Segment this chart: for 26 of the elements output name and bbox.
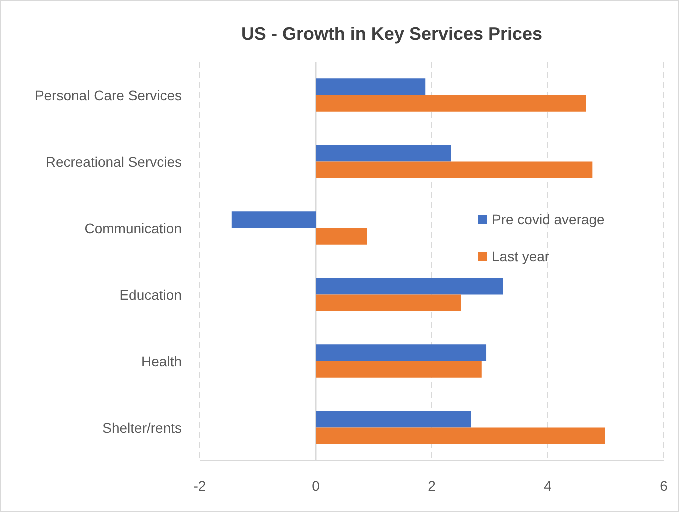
y-tick-label: Communication	[84, 220, 182, 236]
y-tick-label: Shelter/rents	[102, 420, 182, 436]
bar	[316, 162, 593, 178]
x-tick-label: 0	[312, 478, 320, 494]
x-tick-label: 6	[660, 478, 668, 494]
legend-label: Last year	[492, 248, 550, 264]
bar	[316, 294, 461, 312]
y-tick-label: Recreational Servcies	[46, 154, 182, 170]
bar	[232, 212, 316, 228]
bar	[316, 228, 368, 245]
bar	[316, 145, 452, 162]
bar	[316, 428, 606, 444]
bar	[316, 278, 504, 295]
bar	[316, 95, 586, 112]
x-tick-label: 2	[428, 478, 436, 494]
chart-title: US - Growth in Key Services Prices	[241, 24, 543, 44]
y-tick-label: Health	[142, 353, 182, 370]
bar	[316, 361, 482, 378]
bar	[316, 411, 472, 428]
bar	[316, 344, 487, 362]
bar	[316, 78, 426, 96]
x-tick-label: -2	[194, 478, 206, 494]
x-tick-label: 4	[544, 478, 552, 494]
y-tick-label: Education	[120, 286, 182, 303]
y-tick-label: Personal Care Services	[34, 87, 182, 104]
legend-label: Pre covid average	[492, 212, 606, 228]
